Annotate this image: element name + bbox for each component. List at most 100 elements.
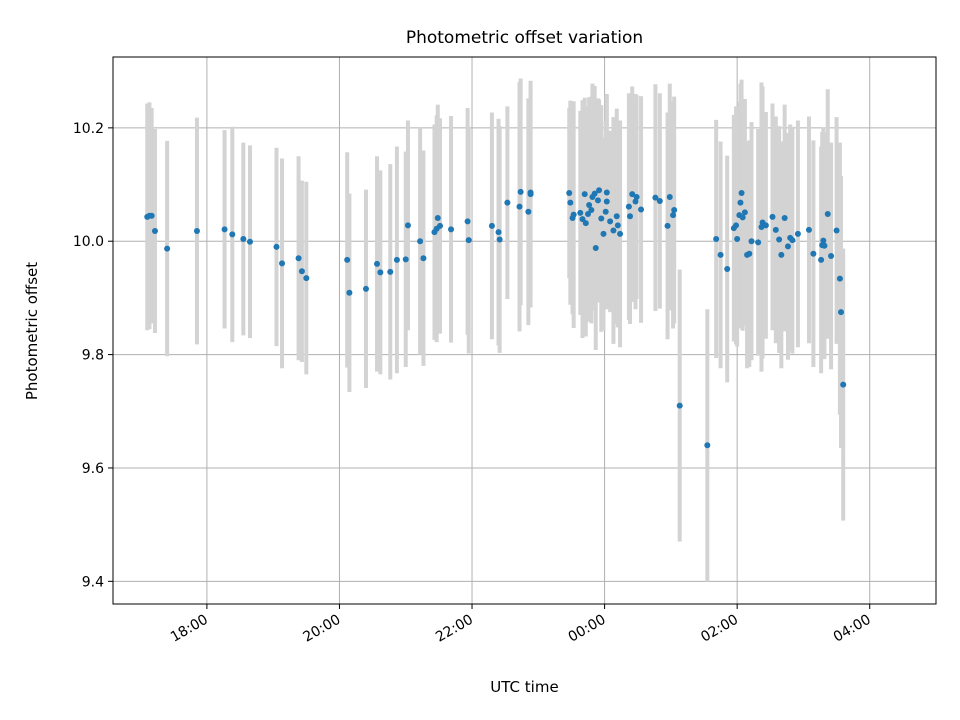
data-point (377, 269, 384, 276)
x-tick-label: 18:00 (168, 612, 211, 646)
data-point (404, 222, 411, 229)
data-point (148, 212, 155, 219)
data-point (585, 211, 592, 218)
data-point (434, 214, 441, 221)
data-point (295, 255, 302, 262)
data-point (303, 275, 310, 282)
data-point (193, 228, 200, 235)
data-point (586, 201, 593, 208)
data-point (374, 260, 381, 267)
data-point (464, 218, 471, 225)
data-point (402, 256, 409, 263)
data-point (638, 206, 645, 213)
y-tick-label: 10.2 (73, 121, 104, 137)
x-tick-label: 00:00 (566, 612, 609, 646)
data-point (607, 218, 614, 225)
data-point (837, 309, 844, 316)
x-axis-label: UTC time (490, 678, 558, 696)
data-point (448, 226, 455, 233)
data-point (496, 236, 503, 243)
data-point (610, 227, 617, 234)
data-point (417, 238, 424, 245)
x-axis-ticks: 18:00 20:00 22:00 00:00 02:00 04:00 (168, 604, 874, 646)
data-point (778, 251, 785, 258)
data-point (810, 250, 817, 257)
data-point (666, 194, 673, 201)
data-point (737, 199, 744, 206)
chart-title: Photometric offset variation (406, 28, 643, 48)
data-point (346, 289, 353, 296)
data-point (820, 237, 827, 244)
data-point (652, 194, 659, 201)
data-point (527, 191, 534, 198)
data-point (769, 213, 776, 220)
data-point (671, 207, 678, 214)
data-point (739, 214, 746, 221)
data-point (704, 442, 711, 449)
data-point (818, 256, 825, 263)
data-point (781, 214, 788, 221)
data-point (840, 381, 847, 388)
data-point (344, 256, 351, 263)
data-point (614, 222, 621, 229)
data-point (734, 235, 741, 242)
data-point (488, 222, 495, 229)
y-axis-label: Photometric offset (23, 262, 41, 400)
data-point (762, 222, 769, 229)
data-point (738, 190, 745, 197)
data-point (588, 207, 595, 214)
y-tick-label: 9.6 (82, 461, 104, 477)
data-point (516, 203, 523, 210)
data-point (229, 231, 236, 238)
x-tick-label: 04:00 (831, 612, 874, 646)
data-point (632, 198, 639, 205)
data-point (821, 242, 828, 249)
data-point (625, 203, 632, 210)
data-point (600, 230, 607, 237)
x-tick-label: 02:00 (698, 612, 741, 646)
data-point (805, 226, 812, 233)
data-point (582, 220, 589, 227)
data-point (776, 236, 783, 243)
data-point (581, 191, 588, 198)
data-point (598, 215, 605, 222)
data-point (633, 194, 640, 201)
data-point (629, 191, 636, 198)
data-point (273, 243, 280, 250)
data-point (748, 238, 755, 245)
data-point (602, 208, 609, 215)
data-point (525, 208, 532, 215)
data-point (755, 239, 762, 246)
data-point (713, 235, 720, 242)
data-point (298, 268, 305, 275)
data-point (676, 402, 683, 409)
data-point (436, 222, 443, 229)
data-point (387, 268, 394, 275)
data-point (656, 197, 663, 204)
data-point (617, 230, 624, 237)
data-point (741, 209, 748, 216)
data-point (717, 251, 724, 258)
data-point (592, 245, 599, 252)
data-point (626, 213, 633, 220)
error-bars (145, 78, 846, 582)
data-point (420, 255, 427, 262)
data-point (221, 226, 228, 233)
data-point (151, 228, 158, 235)
y-tick-label: 9.8 (82, 348, 104, 364)
data-point (603, 198, 610, 205)
data-point (664, 222, 671, 229)
data-point (570, 211, 577, 218)
plot-frame (112, 56, 937, 605)
data-point (495, 229, 502, 236)
data-point (246, 238, 253, 245)
data-point (567, 199, 574, 206)
y-tick-label: 10.0 (73, 234, 104, 250)
data-point (794, 230, 801, 237)
data-point (579, 216, 586, 223)
data-point (393, 256, 400, 263)
x-tick-label: 22:00 (433, 612, 476, 646)
data-point (828, 252, 835, 259)
data-point (733, 222, 740, 229)
data-point (594, 197, 601, 204)
